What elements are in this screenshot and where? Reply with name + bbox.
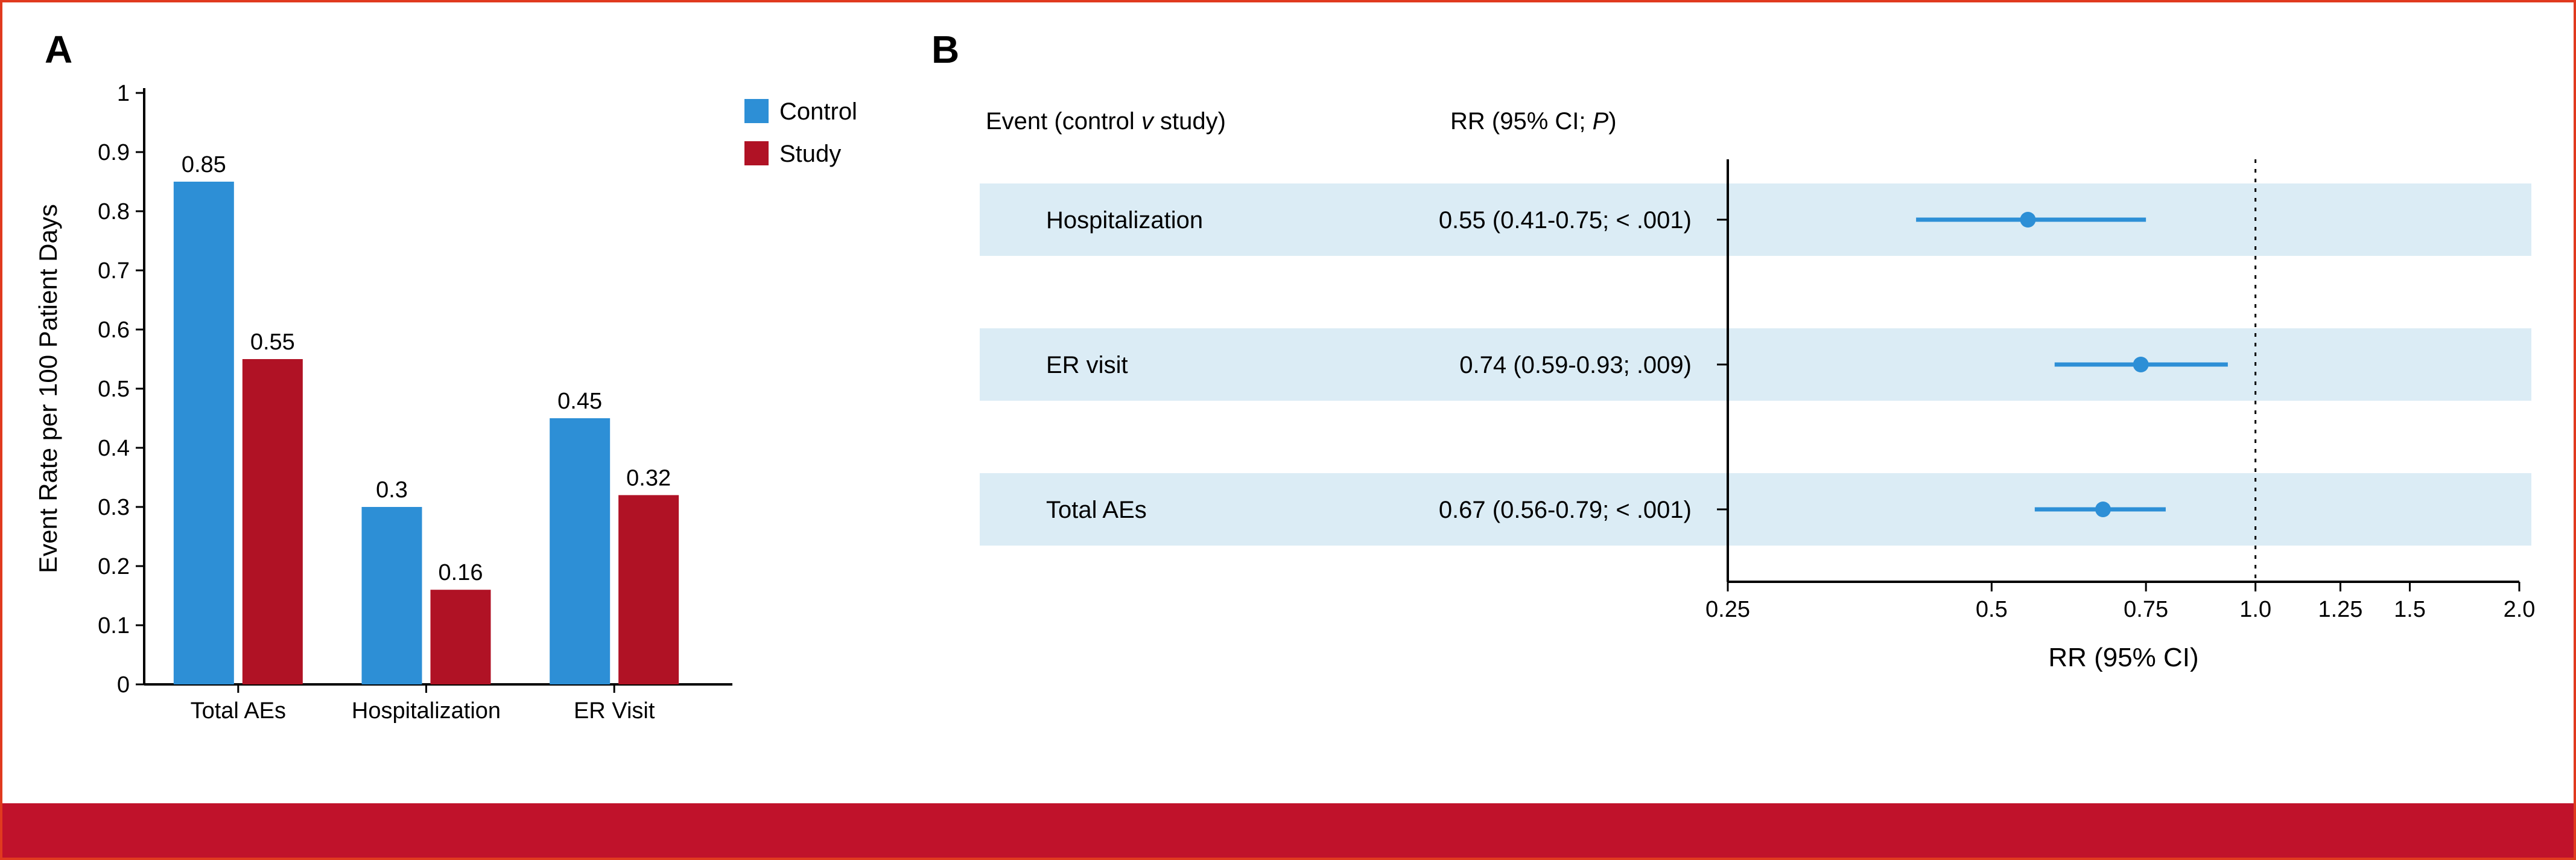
panel-a-svg: A 0 0.1 0.2 0.3 0.4 0.5 0.6 0.7 0.8 0.9 1 Event Rate… <box>2 2 919 800</box>
forest-x-tick-label: 0.75 <box>2124 597 2168 622</box>
panel-a-label: A <box>45 28 72 71</box>
legend-swatch <box>744 99 769 123</box>
forest-x-tick-label: 1.0 <box>2239 597 2271 622</box>
bar-study <box>618 495 679 684</box>
panel-a: A 0 0.1 0.2 0.3 0.4 0.5 0.6 0.7 0.8 0.9 1 Event Rate… <box>2 2 919 803</box>
bar-control <box>550 418 610 684</box>
legend-label: Control <box>779 98 857 125</box>
forest-row-event: Hospitalization <box>1046 207 1203 234</box>
bar-value-label: 0.3 <box>376 477 408 503</box>
y-tick-label: 1 <box>117 81 130 106</box>
panels-row: A 0 0.1 0.2 0.3 0.4 0.5 0.6 0.7 0.8 0.9 1 Event Rate… <box>2 2 2574 803</box>
forest-x-tick-label: 1.25 <box>2318 597 2362 622</box>
x-category-label: ER Visit <box>574 698 655 724</box>
y-tick-label: 0.7 <box>98 258 130 284</box>
figure-outer: A 0 0.1 0.2 0.3 0.4 0.5 0.6 0.7 0.8 0.9 1 Event Rate… <box>0 0 2576 860</box>
y-tick-label: 0.5 <box>98 377 130 402</box>
bar-value-label: 0.85 <box>182 152 226 177</box>
x-category-label: Hospitalization <box>352 698 501 724</box>
forest-row-event: ER visit <box>1046 352 1128 378</box>
y-tick-label: 0.2 <box>98 554 130 579</box>
y-axis-title: Event Rate per 100 Patient Days <box>34 204 62 573</box>
forest-x-tick-label: 1.5 <box>2394 597 2426 622</box>
forest-x-tick-label: 0.5 <box>1976 597 2008 622</box>
bar-value-label: 0.55 <box>250 330 295 355</box>
bar-control <box>362 507 422 684</box>
panel-b: B Event (control v study) RR (95% CI; P) Ho… <box>919 2 2574 803</box>
y-tick-label: 0.9 <box>98 140 130 165</box>
forest-header-event: Event (control v study) <box>986 108 1226 135</box>
y-tick-label: 0.6 <box>98 317 130 343</box>
bar-value-label: 0.16 <box>439 560 483 585</box>
forest-point <box>2095 502 2111 517</box>
forest-header-rr: RR (95% CI; P) <box>1450 108 1617 135</box>
forest-point <box>2020 212 2035 228</box>
forest-row-stat: 0.55 (0.41-0.75; < .001) <box>1439 207 1692 234</box>
bar-value-label: 0.45 <box>557 389 602 414</box>
bar-study <box>431 590 491 684</box>
bar-study <box>243 359 303 684</box>
y-tick-label: 0.1 <box>98 613 130 639</box>
forest-row-stat: 0.67 (0.56-0.79; < .001) <box>1439 497 1692 523</box>
forest-x-tick-label: 0.25 <box>1705 597 1750 622</box>
bar-control <box>174 182 234 684</box>
panel-b-label: B <box>931 28 959 71</box>
bar-value-label: 0.32 <box>626 465 671 491</box>
forest-point <box>2133 357 2149 372</box>
y-tick-label: 0.4 <box>98 436 130 461</box>
panel-b-svg: B Event (control v study) RR (95% CI; P) Ho… <box>919 2 2574 800</box>
forest-row-event: Total AEs <box>1046 497 1147 523</box>
y-tick-label: 0.3 <box>98 495 130 520</box>
x-category-label: Total AEs <box>191 698 286 724</box>
forest-x-tick-label: 2.0 <box>2504 597 2536 622</box>
footer-bar <box>2 803 2574 858</box>
forest-row-bg <box>980 183 2531 256</box>
legend-label: Study <box>779 141 841 167</box>
legend-swatch <box>744 141 769 165</box>
y-tick-label: 0 <box>117 672 130 698</box>
forest-x-axis-title: RR (95% CI) <box>2048 643 2198 672</box>
forest-row-stat: 0.74 (0.59-0.93; .009) <box>1459 352 1692 378</box>
y-tick-label: 0.8 <box>98 199 130 225</box>
forest-row-bg <box>980 473 2531 546</box>
forest-row-bg <box>980 328 2531 401</box>
